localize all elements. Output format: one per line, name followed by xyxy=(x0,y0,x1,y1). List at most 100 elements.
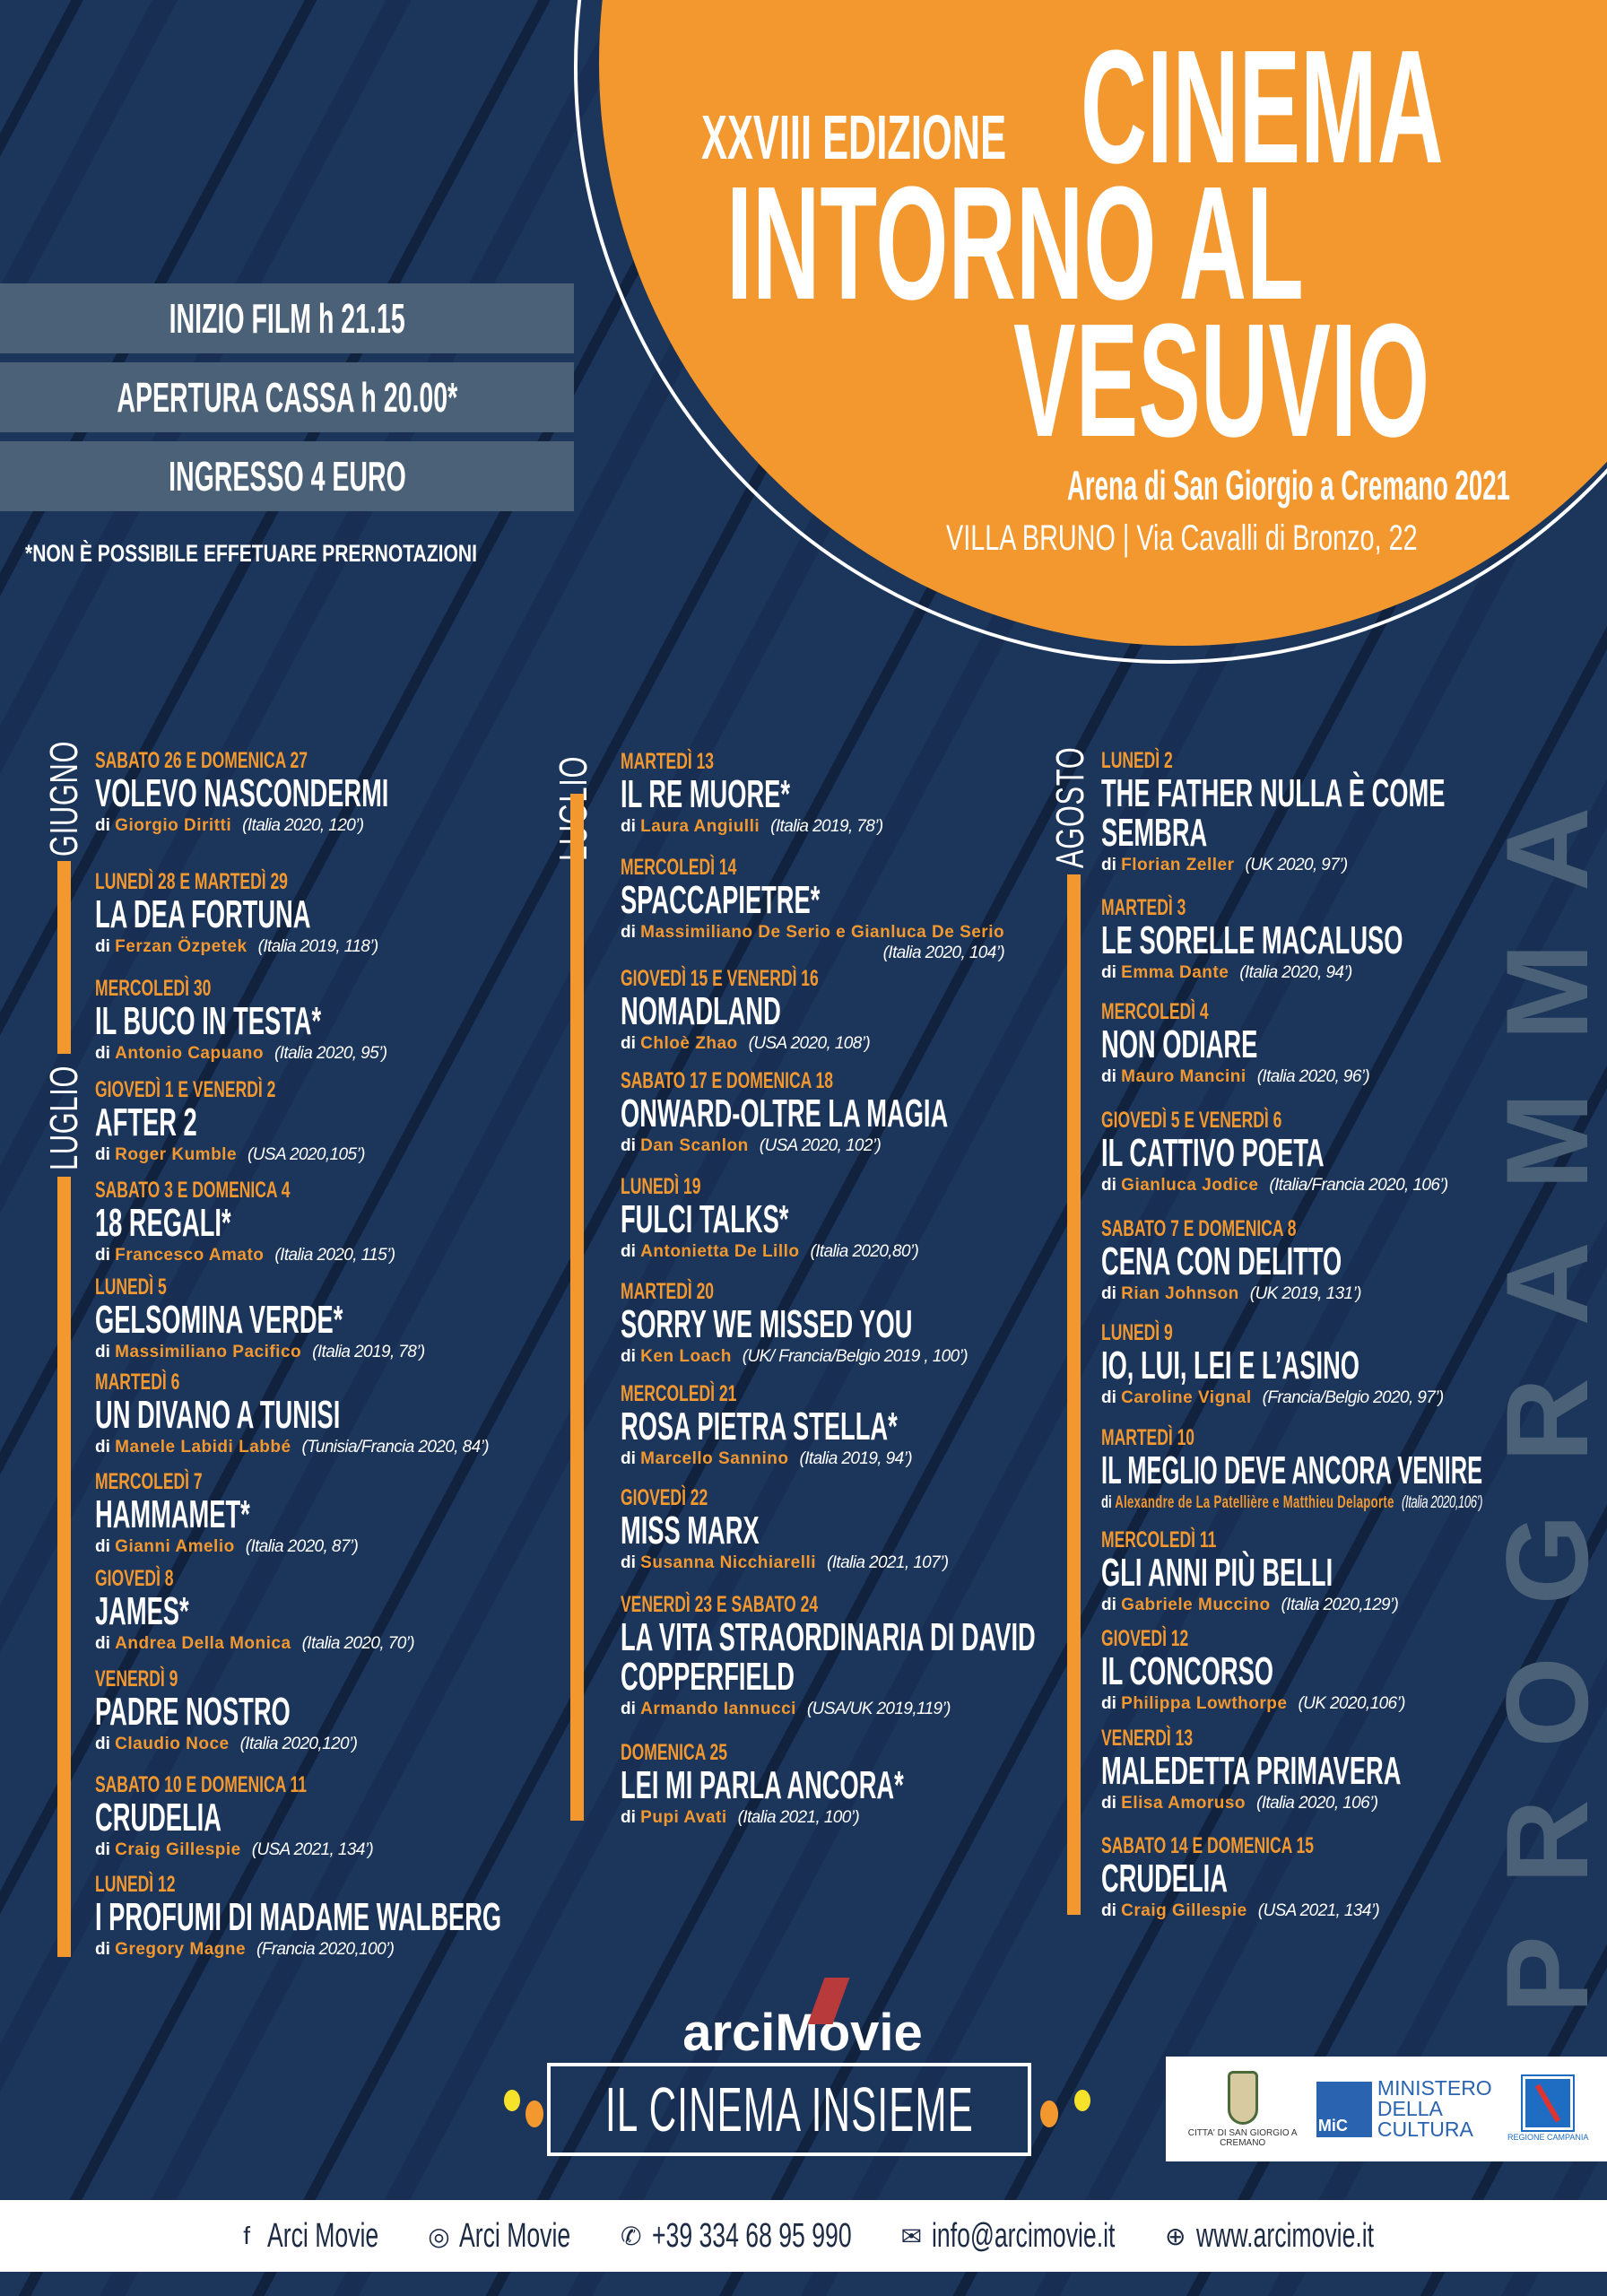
dot-icon xyxy=(504,2090,520,2111)
screening-date: MARTEDÌ 3 xyxy=(1101,895,1186,920)
film-title: MISS MARX xyxy=(621,1509,760,1552)
month-bar-agosto xyxy=(1067,874,1081,1915)
film-info: (Italia 2020,120’) xyxy=(239,1735,358,1753)
title-text-3: VESUVIO xyxy=(1013,291,1430,471)
director-name: Antonio Capuano xyxy=(115,1044,264,1063)
film-credits: di Chloè Zhao (USA 2020, 108’) xyxy=(621,1034,871,1055)
film-credits: di Gianni Amelio (Italia 2020, 87’) xyxy=(95,1537,359,1558)
film-info: (Italia 2020,106’) xyxy=(1402,1493,1483,1512)
contact-instagram[interactable]: ◎ Arci Movie xyxy=(425,2217,570,2256)
film-info: (Italia 2020, 106’) xyxy=(1256,1794,1378,1813)
film-title: GLI ANNI PIÙ BELLI xyxy=(1101,1551,1333,1595)
film-credits: di Gianluca Jodice (Italia/Francia 2020, … xyxy=(1101,1176,1448,1196)
screening-date: MERCOLEDÌ 14 xyxy=(621,855,737,880)
film-entry: GIOVEDÌ 5 E VENERDÌ 6 IL CATTIVO POETA di … xyxy=(1101,1109,1482,1196)
screening-date: LUNEDÌ 19 xyxy=(621,1174,701,1199)
film-credits: di Ken Loach (UK/ Francia/Belgio 2019 , 1… xyxy=(621,1347,969,1368)
film-entry: MARTEDÌ 13 IL RE MUORE* di Laura Angiulli (… xyxy=(621,751,1047,838)
film-info: (Italia 2019, 94’) xyxy=(799,1449,912,1468)
month-bar-luglio xyxy=(57,1177,71,1957)
film-credits: di Manele Labidi Labbé (Tunisia/Francia 2… xyxy=(95,1438,490,1458)
film-entry: SABATO 10 E DOMENICA 11 CRUDELIA di Craig … xyxy=(95,1774,543,1861)
film-info: (UK/ Francia/Belgio 2019 , 100’) xyxy=(742,1347,969,1366)
film-entry: LUNEDÌ 12 I PROFUMI DI MADAME WALBERG di G… xyxy=(95,1874,543,1961)
film-entry: GIOVEDÌ 15 E VENERDÌ 16 NOMADLAND di Chloè… xyxy=(621,968,1047,1055)
film-info: (Italia 2020,129’) xyxy=(1281,1596,1399,1614)
director-prefix: di xyxy=(95,1537,110,1556)
screening-date: MERCOLEDÌ 4 xyxy=(1101,999,1209,1024)
film-credits: di Emma Dante (Italia 2020, 94’) xyxy=(1101,963,1352,984)
director-name: Gianni Amelio xyxy=(115,1537,235,1556)
film-credits: di Antonietta De Lillo (Italia 2020,80’) xyxy=(621,1242,919,1263)
phone-icon: ✆ xyxy=(620,2222,642,2250)
subtitle-text: Arena di San Giorgio a Cremano 2021 xyxy=(1067,462,1510,509)
screening-date: MARTEDÌ 20 xyxy=(621,1279,715,1304)
film-info: (Francia/Belgio 2020, 97’) xyxy=(1262,1388,1445,1407)
film-credits: di Marcello Sannino (Italia 2019, 94’) xyxy=(621,1449,913,1470)
subtitle: Arena di San Giorgio a Cremano 2021 xyxy=(1067,465,1510,506)
city-logo: CITTA' DI SAN GIORGIO A CREMANO xyxy=(1185,2070,1301,2148)
arcimovie-logo: arciMovie xyxy=(682,1978,924,2063)
film-title: IL BUCO IN TESTA* xyxy=(95,999,322,1043)
screening-date: LUNEDÌ 5 xyxy=(95,1274,167,1300)
film-title: 18 REGALI* xyxy=(95,1201,231,1245)
film-credits: di Antonio Capuano (Italia 2020, 95’) xyxy=(95,1044,387,1065)
director-name: Gabriele Muccino xyxy=(1121,1596,1271,1614)
screening-date: SABATO 7 E DOMENICA 8 xyxy=(1101,1216,1297,1241)
director-name: Claudio Noce xyxy=(115,1735,230,1753)
film-credits: di Craig Gillespie (USA 2021, 134’) xyxy=(1101,1901,1380,1922)
screening-date: GIOVEDÌ 8 xyxy=(95,1566,174,1591)
film-credits: di Claudio Noce (Italia 2020,120’) xyxy=(95,1735,358,1755)
screening-date: LUNEDÌ 12 xyxy=(95,1872,176,1897)
film-info: (USA 2021, 134’) xyxy=(1257,1901,1380,1920)
film-title: HAMMAMET* xyxy=(95,1492,250,1536)
header-orange-shape xyxy=(574,0,1607,664)
film-info: (USA 2021, 134’) xyxy=(251,1840,374,1859)
header-orange-circle xyxy=(599,0,1607,646)
film-title: GELSOMINA VERDE* xyxy=(95,1298,343,1342)
director-name: Marcello Sannino xyxy=(640,1449,789,1468)
contact-globe[interactable]: ⊕ www.arcimovie.it xyxy=(1162,2217,1374,2256)
film-info: (USA 2020,105’) xyxy=(248,1145,365,1164)
film-title: ONWARD-OLTRE LA MAGIA xyxy=(621,1091,949,1135)
screening-date: MERCOLEDÌ 7 xyxy=(95,1469,203,1494)
film-credits: di Pupi Avati (Italia 2021, 100’) xyxy=(621,1808,860,1829)
contact-label: Arci Movie xyxy=(267,2216,379,2255)
film-credits: di Elisa Amoruso (Italia 2020, 106’) xyxy=(1101,1794,1378,1814)
film-title: VOLEVO NASCONDERMI xyxy=(95,771,389,815)
film-info: (Italia 2020, 96’) xyxy=(1256,1067,1370,1086)
arcimovie-text: arciMovie xyxy=(682,2004,923,2062)
film-title: SPACCAPIETRE* xyxy=(621,878,821,922)
globe-icon: ⊕ xyxy=(1165,2222,1186,2250)
director-name: Ferzan Özpetek xyxy=(115,937,248,956)
director-prefix: di xyxy=(621,1449,636,1468)
film-credits: di Francesco Amato (Italia 2020, 115’) xyxy=(95,1246,395,1266)
ministry-text: MINISTERO xyxy=(1377,2076,1492,2100)
ministry-text: CULTURA xyxy=(1377,2118,1473,2141)
director-name: Giorgio Diritti xyxy=(115,816,232,835)
film-entry: LUNEDÌ 19 FULCI TALKS* di Antonietta De Li… xyxy=(621,1176,1047,1263)
director-prefix: di xyxy=(95,1246,110,1265)
contact-mail[interactable]: ✉ info@arcimovie.it xyxy=(898,2217,1116,2256)
director-prefix: di xyxy=(1101,1284,1116,1303)
screening-date: GIOVEDÌ 22 xyxy=(621,1485,708,1510)
screening-date: DOMENICA 25 xyxy=(621,1740,727,1765)
film-title: MALEDETTA PRIMAVERA xyxy=(1101,1749,1402,1793)
film-title: ROSA PIETRA STELLA* xyxy=(621,1405,898,1448)
director-prefix: di xyxy=(621,1034,636,1053)
contact-facebook[interactable]: f Arci Movie xyxy=(233,2217,378,2256)
coat-of-arms-icon xyxy=(1227,2070,1258,2125)
director-name: Manele Labidi Labbé xyxy=(115,1438,291,1457)
director-prefix: di xyxy=(1101,963,1116,982)
film-entry: VENERDÌ 9 PADRE NOSTRO di Claudio Noce (Ita… xyxy=(95,1668,543,1755)
screening-date: LUNEDÌ 9 xyxy=(1101,1320,1173,1345)
film-credits: di Giorgio Diritti (Italia 2020, 120’) xyxy=(95,816,364,837)
film-entry: MERCOLEDÌ 7 HAMMAMET* di Gianni Amelio (Ita… xyxy=(95,1471,543,1558)
film-title: IL RE MUORE* xyxy=(621,772,790,816)
film-info: (Italia 2021, 107’) xyxy=(827,1553,949,1572)
contact-phone[interactable]: ✆ +39 334 68 95 990 xyxy=(618,2217,852,2256)
film-entry: GIOVEDÌ 1 E VENERDÌ 2 AFTER 2 di Roger Kum… xyxy=(95,1079,543,1166)
programma-label: PROGRAMMA xyxy=(1481,755,1607,2013)
film-title: I PROFUMI DI MADAME WALBERG xyxy=(95,1895,502,1939)
reservation-note: *NON È POSSIBILE EFFETUARE PRERNOTAZIONI xyxy=(25,542,477,566)
